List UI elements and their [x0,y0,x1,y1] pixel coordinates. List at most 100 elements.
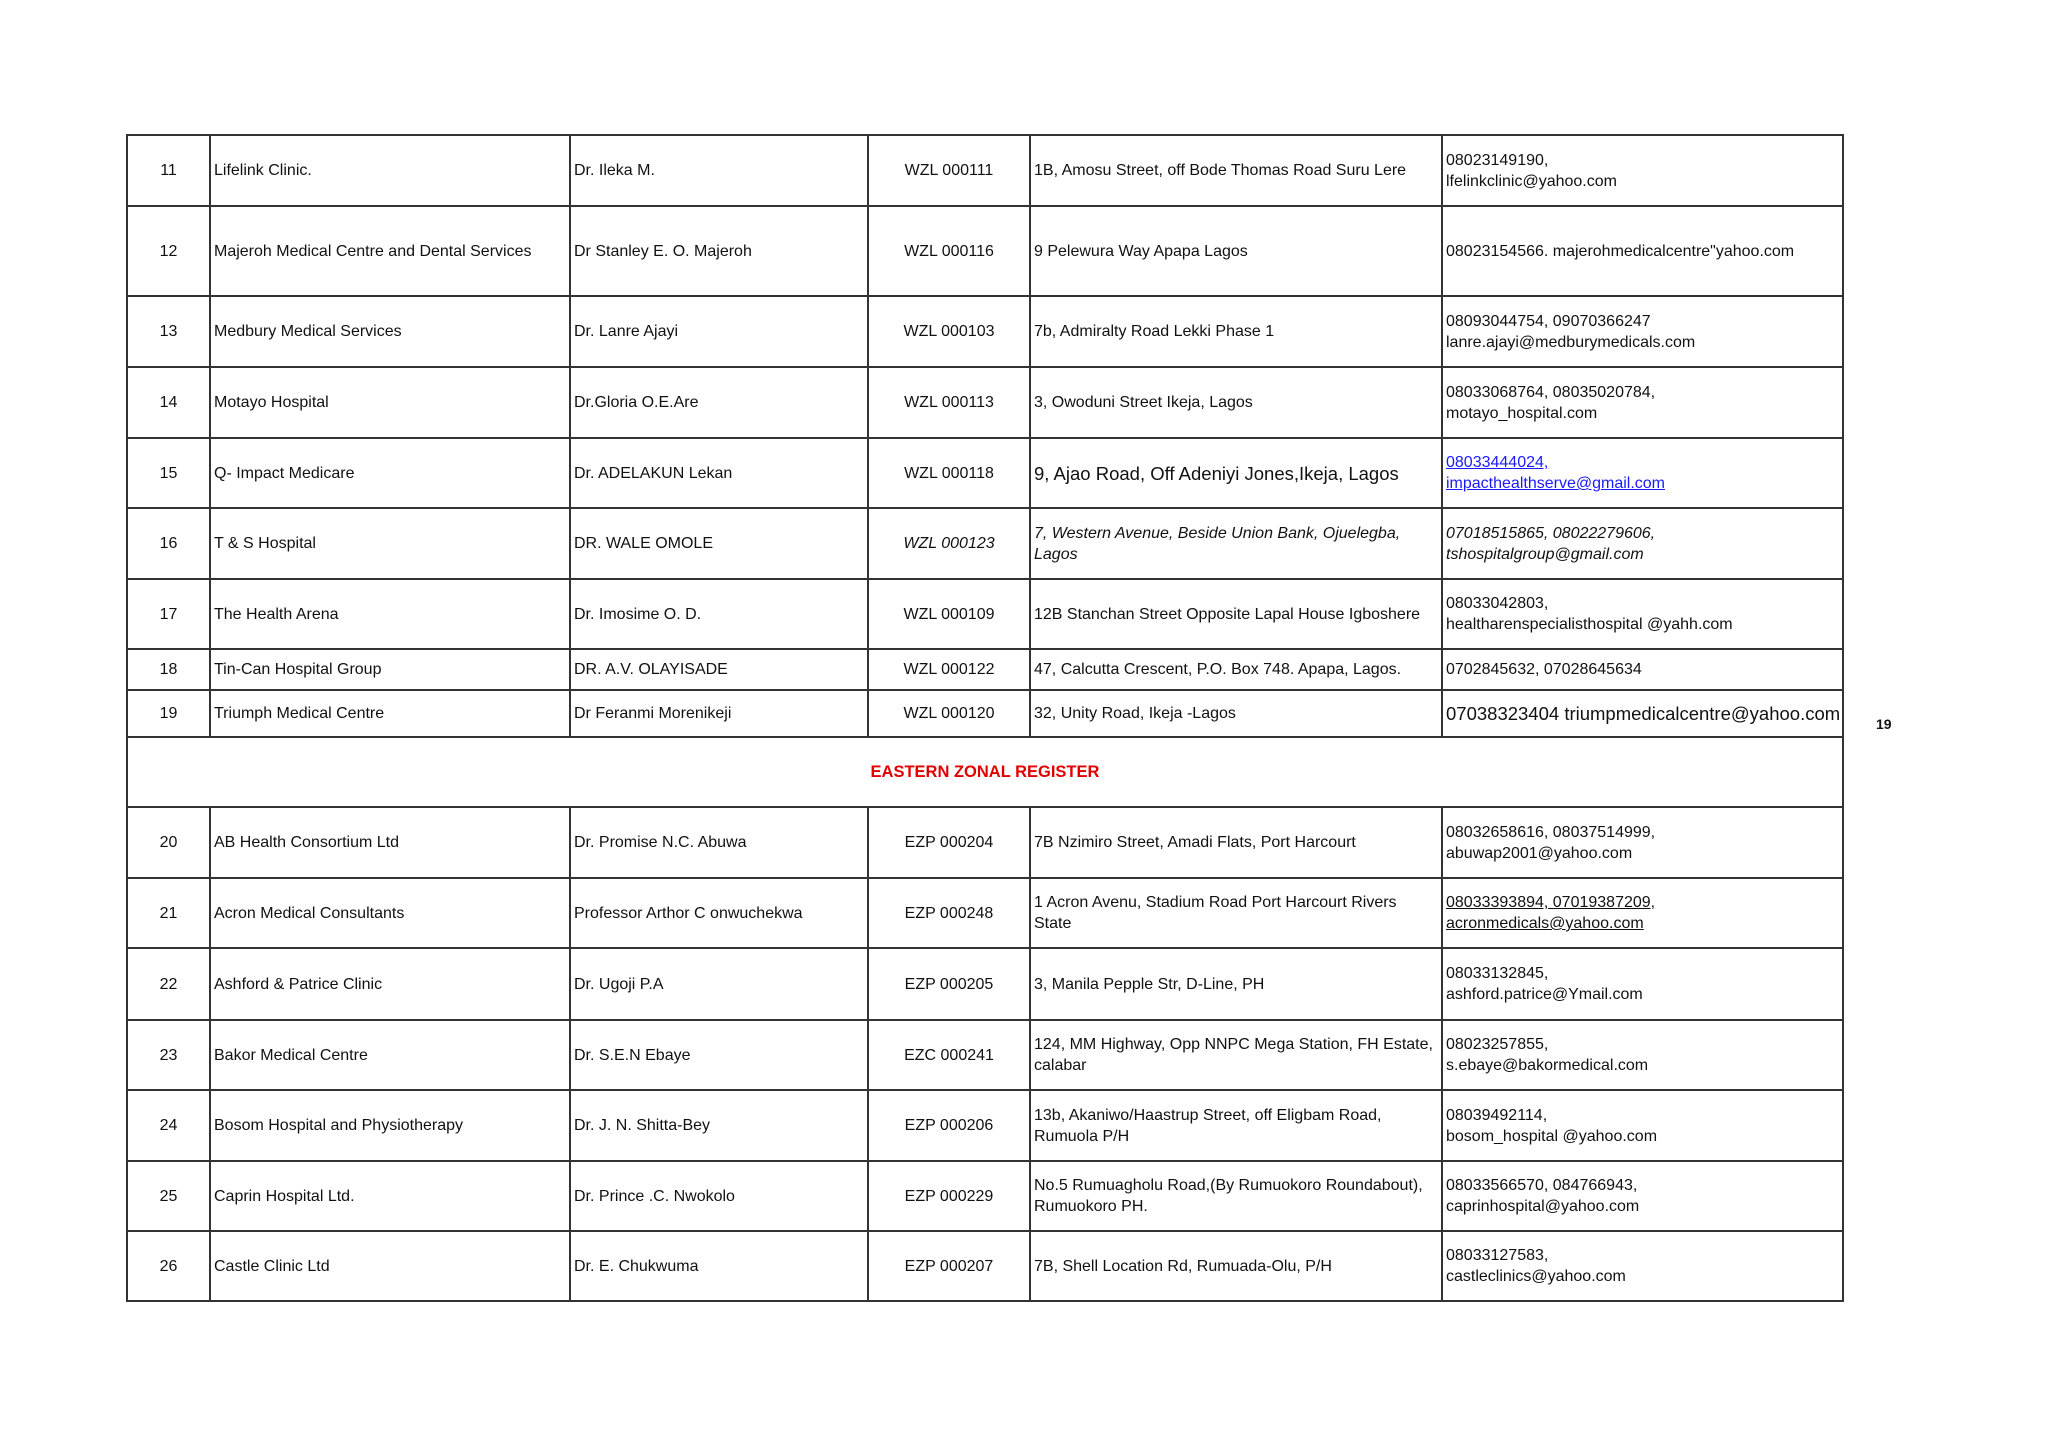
table-row: 23 Bakor Medical Centre Dr. S.E.N Ebaye EZC… [126,1019,1844,1091]
row-number-cell: 17 [126,578,211,650]
row-number-cell: 25 [126,1160,211,1232]
address-line: 7b, Admiralty Road Lekki Phase 1 [1034,323,1275,340]
doctor-name-cell: Dr.Gloria O.E.Are [569,366,869,439]
registration-code-cell: EZP 000207 [867,1230,1031,1302]
contact-cell: 08033127583, castleclinics@yahoo.com [1441,1230,1844,1302]
contact-line: 08033127583, [1446,1247,1549,1264]
row-number-cell: 19 [126,689,211,738]
facility-name-cell: Castle Clinic Ltd [209,1230,571,1302]
section-header: EASTERN ZONAL REGISTER [126,736,1844,808]
registration-code-cell: EZP 000204 [867,806,1031,879]
doctor-name-cell: Dr. E. Chukwuma [569,1230,869,1302]
contact-link[interactable]: 08033444024, [1446,454,1549,471]
facility-name-cell: Medbury Medical Services [209,295,571,368]
doctor-name-cell: DR. A.V. OLAYISADE [569,648,869,691]
address-line: 1 Acron Avenu, Stadium Road Port Harcour… [1034,894,1397,911]
doctor-name-cell: Dr. Lanre Ajayi [569,295,869,368]
contact-line: 08033393894, 07019387209, [1446,894,1656,911]
address-line: State [1034,915,1072,932]
table-row: 24 Bosom Hospital and Physiotherapy Dr. J.… [126,1089,1844,1162]
contact-cell: 07018515865, 08022279606, tshospitalgroup… [1441,507,1844,580]
doctor-name-cell: Dr. ADELAKUN Lekan [569,437,869,509]
table-row: 13 Medbury Medical Services Dr. Lanre Ajay… [126,295,1844,368]
doctor-name-cell: Dr. Imosime O. D. [569,578,869,650]
table-row: 21 Acron Medical Consultants Professor Art… [126,877,1844,949]
contact-line: 07018515865, 08022279606, [1446,524,1656,542]
register-table: 11 Lifelink Clinic. Dr. Ileka M. WZL 000111… [126,134,1844,1302]
address-line: Rumuola P/H [1034,1127,1130,1145]
address-cell: 3, Manila Pepple Str, D-Line, PH [1029,947,1443,1021]
address-cell: No.5 Rumuagholu Road,(By Rumuokoro Round… [1029,1160,1443,1232]
contact-line: tshospitalgroup@gmail.com [1446,545,1644,563]
address-cell: 7, Western Avenue, Beside Union Bank, Oj… [1029,507,1443,580]
registration-code-cell: EZC 000241 [867,1019,1031,1091]
facility-name-cell: Q- Impact Medicare [209,437,571,509]
doctor-name-cell: Dr. Prince .C. Nwokolo [569,1160,869,1232]
registration-code-cell: WZL 000118 [867,437,1031,509]
address-line: 7, Western Avenue, Beside Union Bank, Oj… [1034,524,1401,542]
doctor-name-cell: Dr. Ileka M. [569,134,869,207]
address-line: 3, Owoduni Street Ikeja, Lagos [1034,394,1253,411]
address-line: Lagos [1034,545,1078,563]
address-line: 9, Ajao Road, Off Adeniyi Jones,Ikeja, L… [1034,462,1399,484]
row-number-cell: 18 [126,648,211,691]
registration-code-cell: WZL 000109 [867,578,1031,650]
contact-line: 08023149190, [1446,151,1549,169]
address-line: 3, Manila Pepple Str, D-Line, PH [1034,975,1265,993]
contact-line: 08033042803, [1446,595,1549,612]
contact-line: 08093044754, 09070366247 [1446,312,1651,330]
doctor-name-cell: Dr Feranmi Morenikeji [569,689,869,738]
facility-name-cell: Ashford & Patrice Clinic [209,947,571,1021]
registration-code-cell: WZL 000120 [867,689,1031,738]
facility-name-cell: Tin-Can Hospital Group [209,648,571,691]
contact-line: 08033068764, 08035020784, [1446,383,1656,401]
contact-line: 07038323404 triumpmedicalcentre@yahoo.co… [1446,703,1841,724]
contact-cell: 07038323404 triumpmedicalcentre@yahoo.co… [1441,689,1844,738]
address-line: 7B Nzimiro Street, Amadi Flats, Port Har… [1034,834,1356,851]
registration-code-cell: EZP 000206 [867,1089,1031,1162]
table-row: 26 Castle Clinic Ltd Dr. E. Chukwuma EZP 00… [126,1230,1844,1302]
contact-line: motayo_hospital.com [1446,404,1598,422]
registration-code-cell: WZL 000123 [867,507,1031,580]
contact-line: 08033132845, [1446,965,1549,982]
address-line: No.5 Rumuagholu Road,(By Rumuokoro Round… [1034,1177,1423,1194]
facility-name-cell: The Health Arena [209,578,571,650]
address-cell: 124, MM Highway, Opp NNPC Mega Station, … [1029,1019,1443,1091]
row-number-cell: 21 [126,877,211,949]
row-number-cell: 24 [126,1089,211,1162]
facility-name-cell: Motayo Hospital [209,366,571,439]
table-row: 25 Caprin Hospital Ltd. Dr. Prince .C. Nwo… [126,1160,1844,1232]
contact-line: caprinhospital@yahoo.com [1446,1198,1640,1215]
contact-cell: 08033393894, 07019387209, acronmedicals@y… [1441,877,1844,949]
address-cell: 12B Stanchan Street Opposite Lapal House… [1029,578,1443,650]
facility-name-cell: Bakor Medical Centre [209,1019,571,1091]
contact-cell: 08033042803, healtharenspecialisthospital… [1441,578,1844,650]
row-number-cell: 12 [126,205,211,297]
address-line: 32, Unity Road, Ikeja -Lagos [1034,705,1236,722]
contact-line: 08039492114, [1446,1106,1548,1124]
table-row: 11 Lifelink Clinic. Dr. Ileka M. WZL 000111… [126,134,1844,207]
table-row: 16 T & S Hospital DR. WALE OMOLE WZL 000123… [126,507,1844,580]
facility-name-cell: T & S Hospital [209,507,571,580]
row-number-cell: 13 [126,295,211,368]
registration-code-cell: WZL 000113 [867,366,1031,439]
address-cell: 1B, Amosu Street, off Bode Thomas Road S… [1029,134,1443,207]
table-row: 14 Motayo Hospital Dr.Gloria O.E.Are WZL 00… [126,366,1844,439]
address-cell: 3, Owoduni Street Ikeja, Lagos [1029,366,1443,439]
contact-cell: 08033068764, 08035020784, motayo_hospital… [1441,366,1844,439]
contact-line: bosom_hospital @yahoo.com [1446,1127,1658,1145]
doctor-name-cell: Dr. S.E.N Ebaye [569,1019,869,1091]
address-cell: 7B, Shell Location Rd, Rumuada-Olu, P/H [1029,1230,1443,1302]
section-row: EASTERN ZONAL REGISTER [126,736,1844,808]
registration-code-cell: EZP 000205 [867,947,1031,1021]
address-line: 7B, Shell Location Rd, Rumuada-Olu, P/H [1034,1257,1332,1275]
contact-cell: 08023154566. majerohmedicalcentre"yahoo.… [1441,205,1844,297]
address-line: Rumuokoro PH. [1034,1198,1148,1215]
contact-link[interactable]: impacthealthserve@gmail.com [1446,475,1665,492]
address-line: 13b, Akaniwo/Haastrup Street, off Eligba… [1034,1106,1382,1124]
address-line: calabar [1034,1057,1087,1074]
row-number-cell: 20 [126,806,211,879]
contact-line: lanre.ajayi@medburymedicals.com [1446,333,1696,351]
table-row: 22 Ashford & Patrice Clinic Dr. Ugoji P.A E… [126,947,1844,1021]
registration-code-cell: WZL 000111 [867,134,1031,207]
